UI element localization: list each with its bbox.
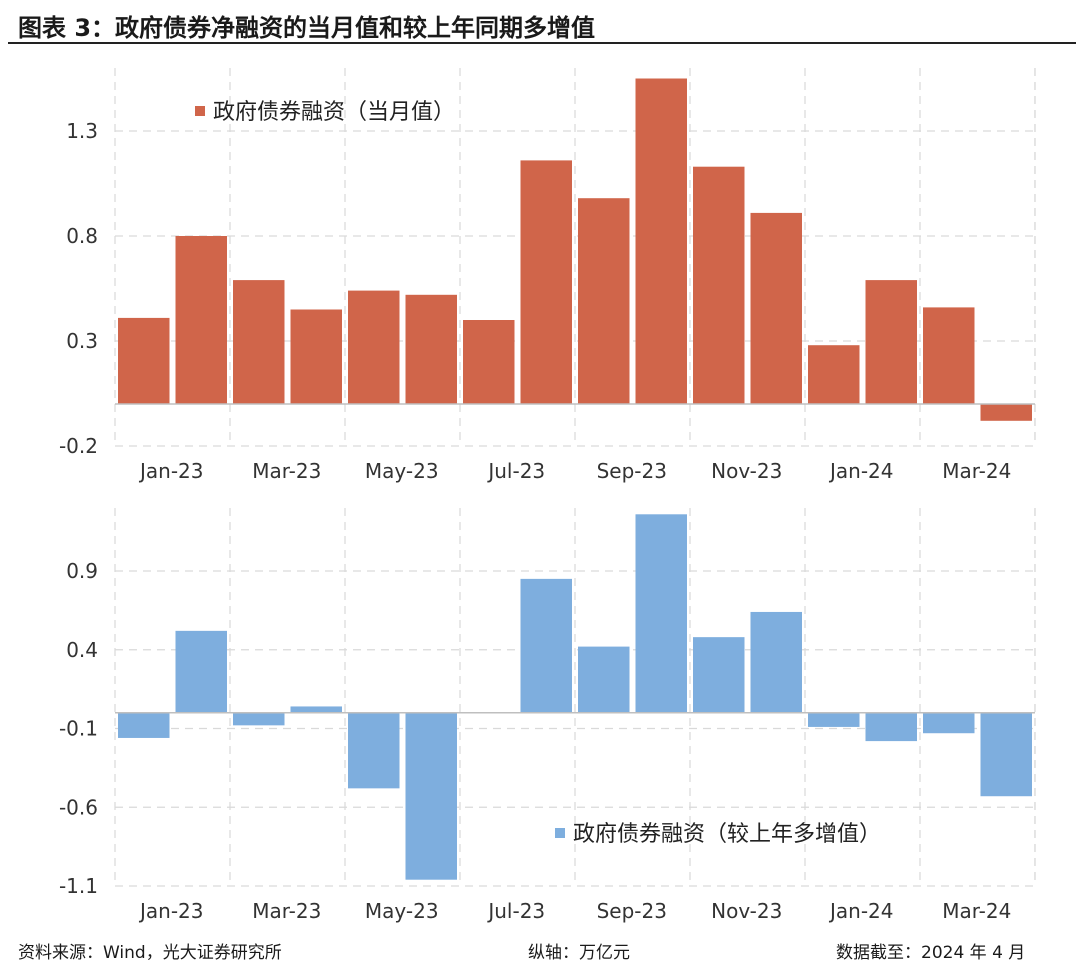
x-tick-label: Sep-23	[597, 459, 667, 483]
bar-Sep-23	[578, 646, 630, 713]
bar-Jan-24	[808, 712, 860, 727]
x-tick-label: Mar-23	[252, 899, 321, 923]
legend-swatch	[195, 106, 205, 116]
y-tick-label: 0.8	[66, 224, 98, 248]
x-tick-label: May-23	[365, 459, 439, 483]
bar-Jun-23	[405, 294, 457, 404]
bar-Mar-23	[233, 280, 285, 404]
bar-Dec-23	[750, 212, 802, 404]
title-divider	[8, 42, 1076, 44]
bar-Dec-23	[750, 611, 802, 713]
bar-Jan-24	[808, 345, 860, 404]
bar-Aug-23	[520, 160, 572, 404]
x-tick-label: Jul-23	[486, 459, 545, 483]
bar-Oct-23	[635, 78, 687, 404]
y-tick-label: 0.4	[66, 638, 98, 662]
x-tick-label: Mar-23	[252, 459, 321, 483]
bar-Jun-23	[405, 712, 457, 880]
y-tick-label: 1.3	[66, 119, 98, 143]
legend-label: 政府债券融资（较上年多增值）	[573, 822, 881, 847]
bar-Aug-23	[520, 578, 572, 713]
legend-label: 政府债券融资（当月值）	[213, 100, 455, 125]
x-tick-label: Mar-24	[942, 459, 1011, 483]
y-tick-label: 0.9	[66, 559, 98, 583]
legend-swatch	[555, 828, 565, 838]
x-tick-label: May-23	[365, 899, 439, 923]
bar-Apr-23	[290, 309, 342, 404]
bar-Apr-24	[980, 404, 1032, 421]
bar-Nov-23	[693, 637, 745, 713]
bar-Feb-23	[175, 236, 227, 404]
bar-Sep-23	[578, 198, 630, 404]
bar-May-23	[348, 290, 400, 404]
x-tick-label: Jan-24	[828, 459, 894, 483]
y-tick-label: -0.2	[59, 434, 98, 458]
y-tick-label: -0.6	[59, 795, 98, 819]
x-tick-label: Nov-23	[711, 899, 782, 923]
bar-Jul-23	[463, 320, 515, 404]
data-date-note: 数据截至：2024 年 4 月	[836, 943, 1026, 963]
bar-Feb-23	[175, 630, 227, 713]
axis-unit-note: 纵轴：万亿元	[528, 943, 630, 963]
bar-Oct-23	[635, 514, 687, 713]
x-tick-label: Jan-23	[138, 459, 204, 483]
bar-Mar-24	[923, 307, 975, 404]
bar-Nov-23	[693, 166, 745, 404]
x-tick-label: Sep-23	[597, 899, 667, 923]
x-tick-label: Mar-24	[942, 899, 1011, 923]
bar-Apr-24	[980, 712, 1032, 797]
bar-Mar-24	[923, 712, 975, 734]
bar-Mar-23	[233, 712, 285, 726]
bar-May-23	[348, 712, 400, 789]
bar-Feb-24	[865, 280, 917, 404]
bar-Jan-23	[118, 317, 170, 404]
x-tick-label: Jan-23	[138, 899, 204, 923]
bar-Jan-23	[118, 712, 170, 738]
y-tick-label: -0.1	[59, 717, 98, 741]
y-tick-label: -1.1	[59, 874, 98, 898]
chart-title: 图表 3：政府债券净融资的当月值和较上年同期多增值	[18, 14, 596, 42]
x-tick-label: Nov-23	[711, 459, 782, 483]
y-tick-label: 0.3	[66, 329, 98, 353]
bar-Apr-23	[290, 706, 342, 713]
bar-Feb-24	[865, 712, 917, 742]
x-tick-label: Jul-23	[486, 899, 545, 923]
x-tick-label: Jan-24	[828, 899, 894, 923]
source-note: 资料来源：Wind，光大证券研究所	[18, 943, 282, 963]
